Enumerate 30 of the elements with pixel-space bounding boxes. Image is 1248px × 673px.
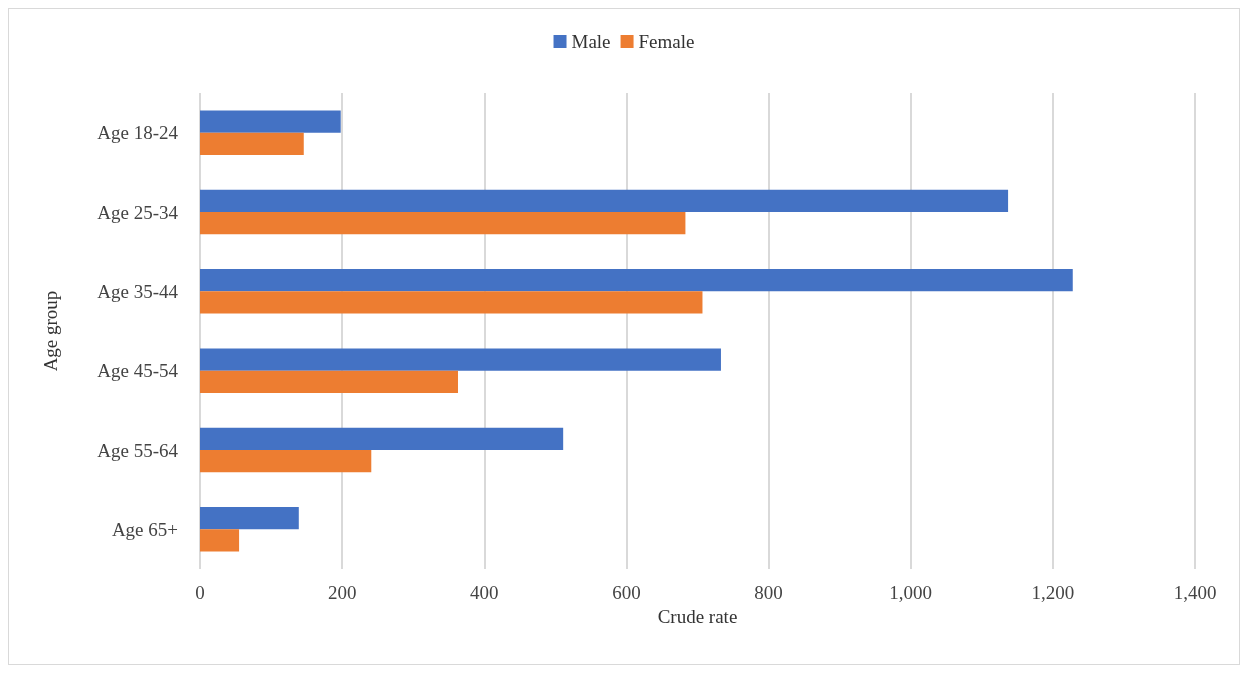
bar [200,269,1073,292]
x-tick-label: 400 [470,582,499,603]
y-tick-label: Age 35-44 [97,280,179,302]
x-tick-label: 1,400 [1173,582,1217,603]
bar [200,212,686,235]
y-tick-label: Age 55-64 [97,439,179,461]
x-tick-label: 1,200 [1031,582,1075,603]
bar [200,189,1009,212]
x-tick-label: 0 [195,582,205,603]
y-axis-title: Age group [40,290,61,372]
legend-label: Female [638,31,695,52]
x-tick-label: 200 [327,582,357,603]
x-tick-label: 600 [612,582,641,603]
bar [200,132,304,155]
y-tick-label: Age 25-34 [97,201,179,223]
bar [200,450,372,473]
bar [200,348,721,371]
x-axis-title: Crude rate [657,606,738,627]
bar [200,427,564,450]
bar [200,529,240,552]
bar [200,507,299,530]
y-tick-label: Age 45-54 [97,360,179,382]
x-tick-label: 1,000 [889,582,933,603]
legend-label: Male [571,31,611,52]
x-tick-label: 800 [754,582,783,603]
y-tick-label: Age 18-24 [97,122,179,144]
y-tick-label: Age 65+ [111,518,178,540]
bar [200,291,703,314]
bar [200,110,341,133]
bar [200,370,458,393]
